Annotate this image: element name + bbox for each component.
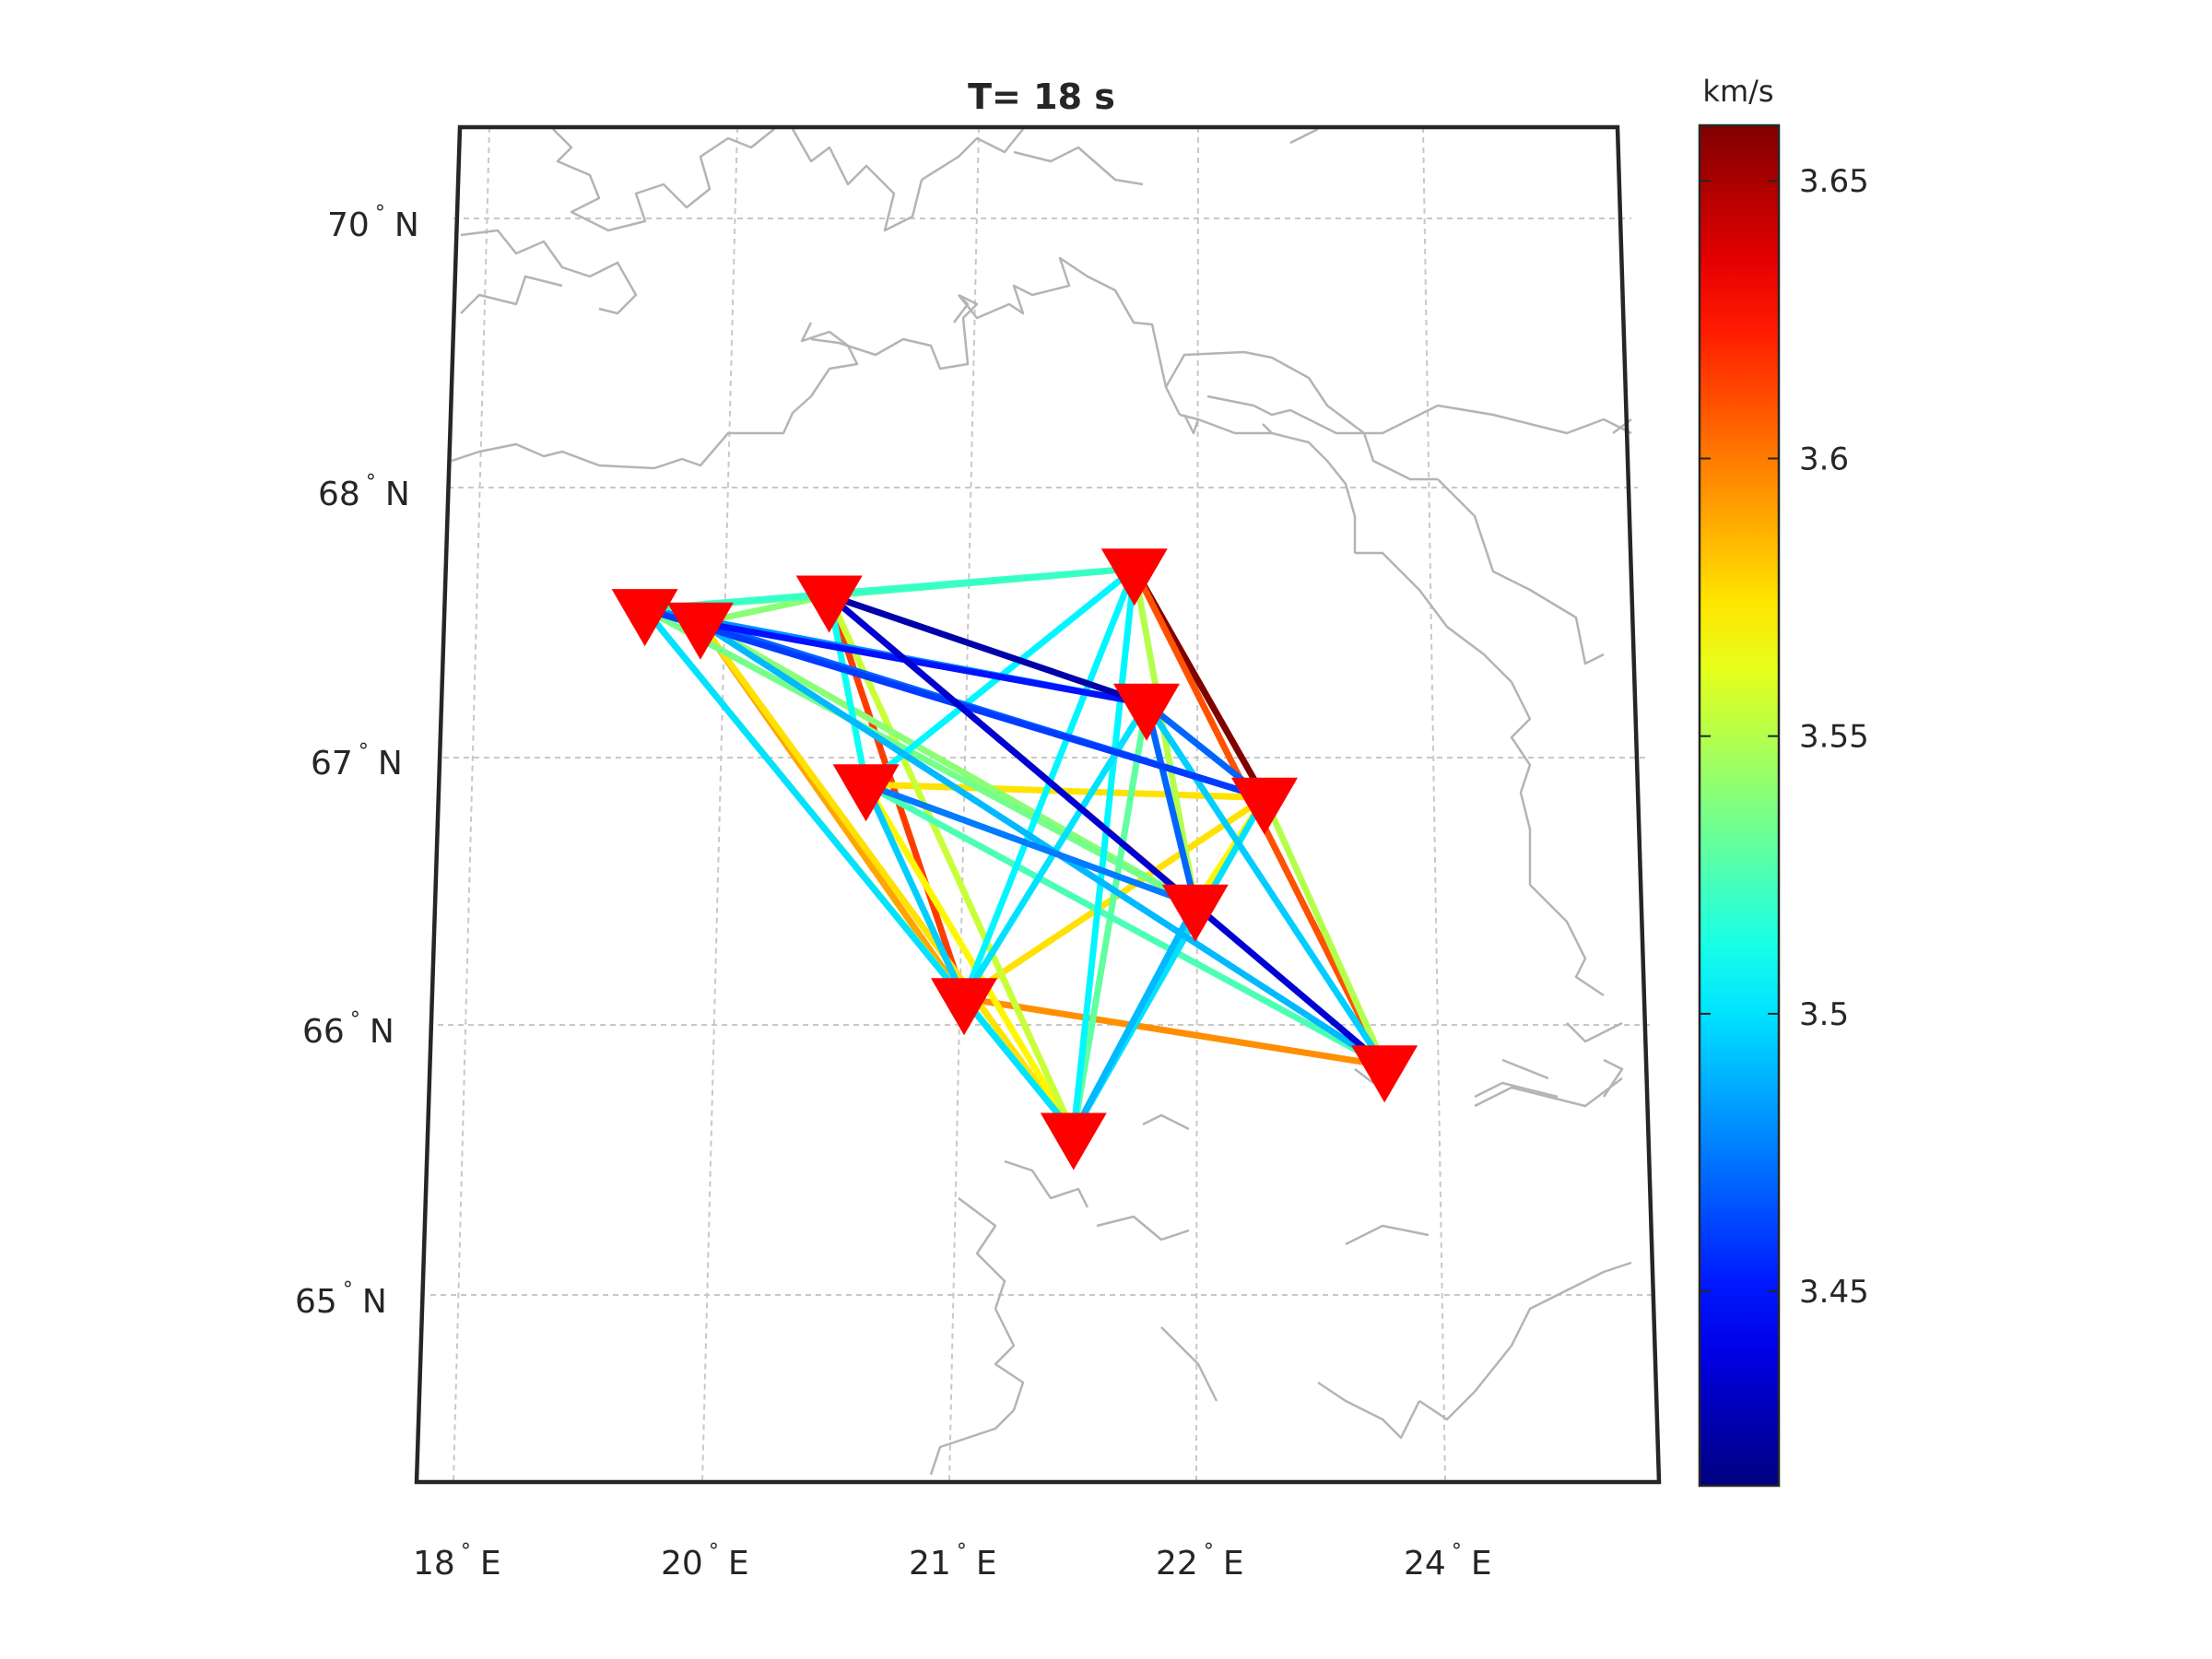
colorbar-gradient [1698,124,1781,1488]
station-marker [1161,884,1229,942]
station-marker [1231,777,1298,835]
ray-path [863,781,968,1002]
map-frame [414,124,1662,1485]
ray-path [1070,565,1138,1136]
colorbar: 3.45 3.5 3.55 3.6 3.65 km/s [1698,74,1869,1488]
ray-path [641,565,1138,613]
ray-path [826,592,1388,1069]
ray-path [1070,901,1199,1136]
ray-path [863,781,1199,908]
lat-label: 67 ° N [311,740,403,782]
stations [611,548,1418,1171]
station-marker [666,602,734,660]
station-marker [611,589,678,647]
station-marker [1040,1112,1107,1171]
grid-lines [430,126,1656,1483]
station-marker [1113,683,1180,741]
colorbar-tick-label: 3.6 [1799,441,1849,477]
lat-labels: 70 ° N 68 ° N 67 ° N 66 ° N 65 ° N [295,202,419,1321]
lon-label: 20 ° E [661,1540,749,1583]
ray-path [697,619,1077,1136]
ray-path [863,781,1077,1136]
lon-label: 24 ° E [1404,1540,1492,1583]
colorbar-tick-label: 3.55 [1799,719,1869,756]
colorbar-tick-label: 3.45 [1799,1274,1869,1311]
lat-label: 70 ° N [327,202,419,244]
ray-path [826,592,870,788]
station-marker [1100,548,1168,606]
lat-label: 66 ° N [302,1008,394,1051]
ray-path [697,619,1150,707]
ray-path [697,619,1388,1069]
station-marker [832,764,900,822]
station-marker [1351,1045,1418,1103]
ray-path [1261,794,1388,1069]
ray-path [863,781,1388,1069]
ray-path [1143,700,1388,1069]
coastlines [451,127,1632,1476]
ray-path [960,994,1388,1069]
colorbar-tick-label: 3.65 [1799,163,1869,200]
lat-label: 65 ° N [295,1278,387,1321]
colorbar-tick-label: 3.5 [1799,996,1849,1033]
lon-labels: 18 ° E 20 ° E 21 ° E 22 ° E 24 ° E [413,1540,1492,1583]
lon-label: 22 ° E [1156,1540,1244,1583]
ray-path [641,606,1077,1136]
ray-path [1143,700,1199,908]
lon-label: 21 ° E [909,1540,997,1583]
ray-path [826,592,1150,707]
colorbar-ticks: 3.45 3.5 3.55 3.6 3.65 [1700,163,1869,1311]
lat-label: 68 ° N [318,471,410,513]
colorbar-unit: km/s [1702,74,1773,109]
station-marker [931,978,997,1036]
ray-path [863,781,1268,801]
ray-path [826,592,1077,1136]
lon-label: 18 ° E [413,1540,501,1583]
plot-title: T= 18 s [968,76,1115,117]
station-marker [795,575,863,633]
